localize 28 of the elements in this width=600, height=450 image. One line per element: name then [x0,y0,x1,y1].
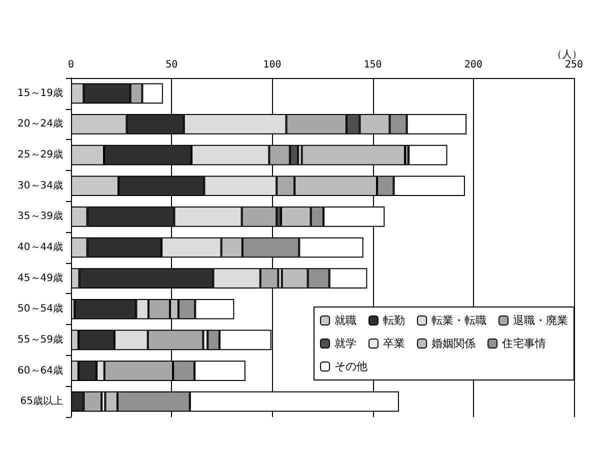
legend-label: 退職・廃業 [513,314,568,327]
legend-label: その他 [334,360,368,373]
y-tick-label: 35～39歳 [18,210,63,222]
legend-label: 転勤 [383,314,405,327]
legend-label: 婚姻関係 [432,337,476,350]
y-tick-label: 40～44歳 [18,241,63,253]
y-tick-label: 50～54歳 [18,302,63,315]
y-tick-label: 20～24歳 [18,118,63,130]
legend-label: 就学 [334,337,356,350]
x-tick-label: 200 [464,60,482,70]
x-tick-label: 150 [364,60,382,70]
y-tick-label: 55～59歳 [18,333,63,346]
x-tick-label: 50 [166,60,178,70]
y-tick-label: 25～29歳 [18,148,63,161]
bar [408,144,448,166]
y-tick-label: 30～34歳 [18,179,63,192]
y-tick-label: 65歳以上 [20,395,63,408]
x-tick-label: 250 [564,60,584,70]
x-axis-title: （人） [552,50,582,60]
legend-label: 転業・転職 [432,314,486,327]
y-tick-label: 60～64歳 [18,364,63,376]
y-tick-label: 45～49歳 [18,272,63,284]
legend-label: 就職 [334,314,356,327]
legend-label: 住宅事情 [502,337,546,350]
y-tick-label: 15～19歳 [18,86,63,99]
legend-label: 卒業 [383,337,405,350]
x-tick-label: 100 [263,60,282,70]
x-tick-label: 0 [68,60,74,70]
